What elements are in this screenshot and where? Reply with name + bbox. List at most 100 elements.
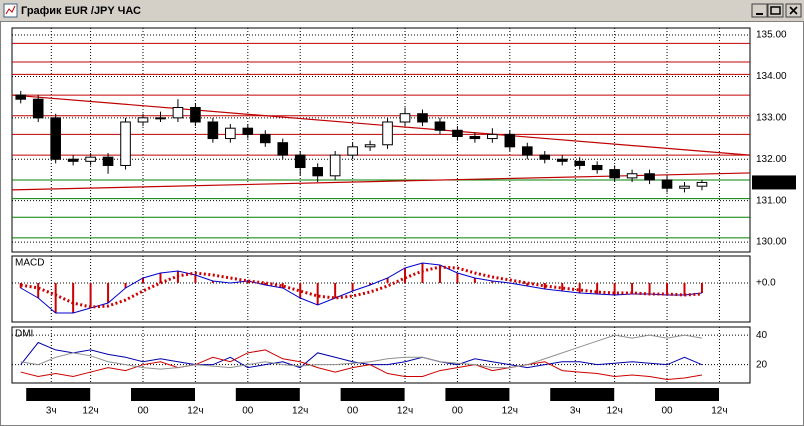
macd-bar bbox=[211, 281, 214, 283]
candle-body bbox=[521, 146, 533, 156]
macd-bar bbox=[299, 283, 302, 298]
macd-bar bbox=[281, 283, 284, 288]
x-tick-label: 00 bbox=[347, 406, 359, 417]
candle-body bbox=[487, 133, 498, 140]
y-tick-label: 130.00 bbox=[756, 237, 787, 248]
candle-body bbox=[417, 113, 428, 123]
macd-bar bbox=[194, 275, 197, 283]
candle-body bbox=[626, 173, 638, 179]
indicator-line bbox=[20, 349, 703, 380]
panel bbox=[11, 27, 751, 253]
indicator-line bbox=[20, 262, 703, 314]
candle-body bbox=[434, 121, 446, 131]
candle-body bbox=[591, 164, 603, 171]
macd-bar bbox=[596, 283, 599, 294]
panel bbox=[11, 326, 751, 384]
candle-body bbox=[452, 129, 463, 137]
candle-body bbox=[155, 117, 166, 120]
close-button[interactable] bbox=[785, 3, 802, 18]
panel-label: MACD bbox=[15, 258, 44, 269]
candle-body bbox=[15, 94, 27, 100]
date-label: 7.10.2013 bbox=[560, 390, 605, 401]
candle-body bbox=[329, 154, 341, 177]
candle-body bbox=[312, 167, 323, 177]
title-bar bbox=[0, 0, 804, 21]
candle-body bbox=[679, 185, 690, 189]
x-tick-label: 12ч bbox=[606, 406, 622, 417]
date-label-box bbox=[131, 388, 196, 401]
candle-body bbox=[399, 113, 411, 123]
x-tick-label: 12ч bbox=[82, 406, 98, 417]
panel-label: DMI bbox=[15, 329, 33, 340]
macd-bar bbox=[386, 278, 389, 283]
date-label-box bbox=[340, 388, 405, 401]
macd-bar bbox=[334, 283, 337, 298]
candle-body bbox=[504, 133, 516, 148]
candle-body bbox=[347, 146, 358, 156]
candle-body bbox=[50, 117, 61, 160]
candle-body bbox=[32, 98, 44, 119]
y-tick-label: 131.00 bbox=[756, 195, 787, 206]
date-label-box bbox=[655, 388, 720, 401]
y-tick-label: 134.00 bbox=[756, 71, 787, 82]
candle-body bbox=[539, 154, 551, 160]
macd-bar bbox=[613, 283, 616, 295]
x-tick-label: 12ч bbox=[397, 406, 413, 417]
macd-bar bbox=[37, 283, 40, 298]
macd-bar bbox=[72, 283, 75, 313]
y-tick-label: 40 bbox=[756, 330, 768, 341]
candle-body bbox=[696, 181, 708, 187]
candle-body bbox=[661, 179, 673, 189]
y-tick-label: +0.0 bbox=[756, 278, 776, 289]
candle-body bbox=[67, 158, 79, 162]
date-label: 4.10.2013 bbox=[455, 390, 500, 401]
macd-bar bbox=[246, 281, 249, 283]
y-tick-label: 135.00 bbox=[756, 30, 787, 41]
candle-body bbox=[259, 133, 271, 144]
date-label: 3.10.2013 bbox=[350, 390, 395, 401]
y-tick-label: 132.00 bbox=[756, 154, 787, 165]
macd-bar bbox=[142, 278, 145, 283]
macd-bar bbox=[666, 283, 669, 295]
macd-bar bbox=[526, 283, 529, 286]
minimize-button[interactable] bbox=[751, 3, 768, 18]
x-tick-label: 00 bbox=[137, 406, 149, 417]
date-label: 30.9.2013 bbox=[36, 390, 81, 401]
macd-bar bbox=[89, 283, 92, 308]
x-tick-label: 12ч bbox=[187, 406, 203, 417]
macd-bar bbox=[351, 283, 354, 291]
macd-bar bbox=[456, 273, 459, 283]
candle-body bbox=[225, 127, 236, 140]
date-label: 1.10.2013 bbox=[141, 390, 186, 401]
macd-bar bbox=[404, 268, 407, 283]
macd-bar bbox=[700, 283, 703, 293]
candle-body bbox=[556, 158, 568, 162]
macd-bar bbox=[543, 283, 546, 289]
candle-body bbox=[382, 121, 393, 146]
date-label-box bbox=[550, 388, 615, 401]
macd-bar bbox=[438, 265, 441, 283]
macd-bar bbox=[54, 283, 57, 313]
x-tick-label: 3ч bbox=[570, 406, 581, 417]
maximize-button[interactable] bbox=[767, 3, 784, 18]
candle-body bbox=[277, 142, 289, 156]
candle-body bbox=[85, 156, 96, 162]
macd-bar bbox=[159, 273, 162, 283]
x-tick-label: 00 bbox=[452, 406, 464, 417]
candle-body bbox=[190, 106, 201, 123]
last-price-label: 131.44 bbox=[756, 177, 787, 188]
date-label: 2.10.2013 bbox=[246, 390, 291, 401]
macd-bar bbox=[473, 278, 476, 283]
x-tick-label: 12ч bbox=[711, 406, 727, 417]
candle-body bbox=[644, 173, 655, 181]
macd-bar bbox=[369, 283, 372, 285]
candle-body bbox=[137, 117, 149, 123]
macd-bar bbox=[561, 283, 564, 291]
date-label-box bbox=[445, 388, 510, 401]
candle-body bbox=[102, 156, 114, 166]
last-price-box bbox=[752, 175, 796, 190]
macd-bar bbox=[316, 283, 319, 305]
candle-body bbox=[120, 121, 131, 166]
window-title: График EUR /JPY ЧАС bbox=[21, 5, 141, 17]
